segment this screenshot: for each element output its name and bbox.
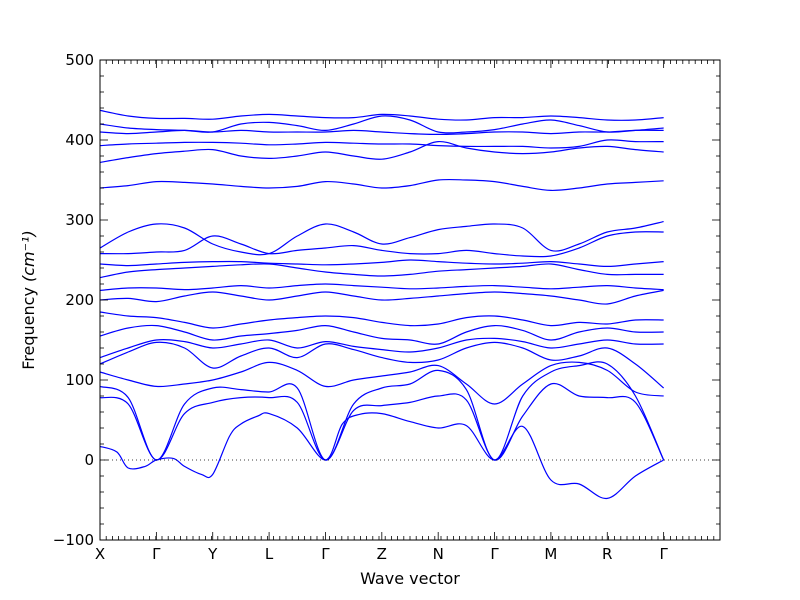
band-line-1	[99, 412, 664, 500]
x-tick-label: Γ	[152, 545, 161, 563]
x-tick-label: Γ	[490, 545, 499, 563]
band-line-7	[99, 324, 664, 345]
x-axis-label: Wave vector	[360, 569, 460, 588]
band-line-2	[99, 382, 665, 461]
band-line-11	[99, 263, 664, 279]
band-line-8	[99, 311, 664, 329]
band-line-13	[99, 231, 664, 258]
plot-frame	[99, 59, 721, 541]
band-line-16	[99, 140, 664, 163]
band-line-6	[99, 337, 664, 359]
x-tick-label: X	[95, 545, 105, 563]
y-tick-labels: −100 0 100 200 300 400 500	[53, 51, 94, 549]
band-line-10	[99, 283, 664, 291]
band-line-4	[99, 361, 664, 405]
y-tick-label: −100	[53, 531, 94, 549]
x-tick-label: Γ	[659, 545, 668, 563]
x-tick-label: N	[433, 545, 444, 563]
x-tick-label: R	[602, 545, 612, 563]
band-line-20	[99, 109, 664, 121]
band-line-5	[99, 341, 665, 389]
band-line-12	[99, 259, 664, 268]
y-tick-label: 500	[65, 51, 94, 69]
y-tick-label: 100	[65, 371, 94, 389]
y-axis-label: Frequency (cm⁻¹)	[19, 230, 38, 369]
x-tick-label: L	[265, 545, 274, 563]
axis-ticks	[99, 59, 720, 541]
y-tick-label: 0	[84, 451, 94, 469]
band-line-14	[99, 221, 664, 256]
band-line-3	[99, 361, 665, 461]
x-tick-label: Y	[207, 545, 218, 563]
band-line-19	[99, 115, 664, 134]
band-lines	[99, 109, 665, 500]
band-line-9	[99, 289, 664, 305]
x-tick-label: Γ	[321, 545, 330, 563]
x-tick-label: M	[544, 545, 557, 563]
y-tick-label: 300	[65, 211, 94, 229]
y-axis-unit: (cm⁻¹)	[19, 230, 38, 282]
y-tick-label: 200	[65, 291, 94, 309]
band-line-15	[99, 178, 664, 192]
x-tick-label: Z	[377, 545, 387, 563]
y-tick-label: 400	[65, 131, 94, 149]
y-axis-label-text: Frequency	[19, 287, 38, 370]
band-line-17	[99, 139, 664, 149]
